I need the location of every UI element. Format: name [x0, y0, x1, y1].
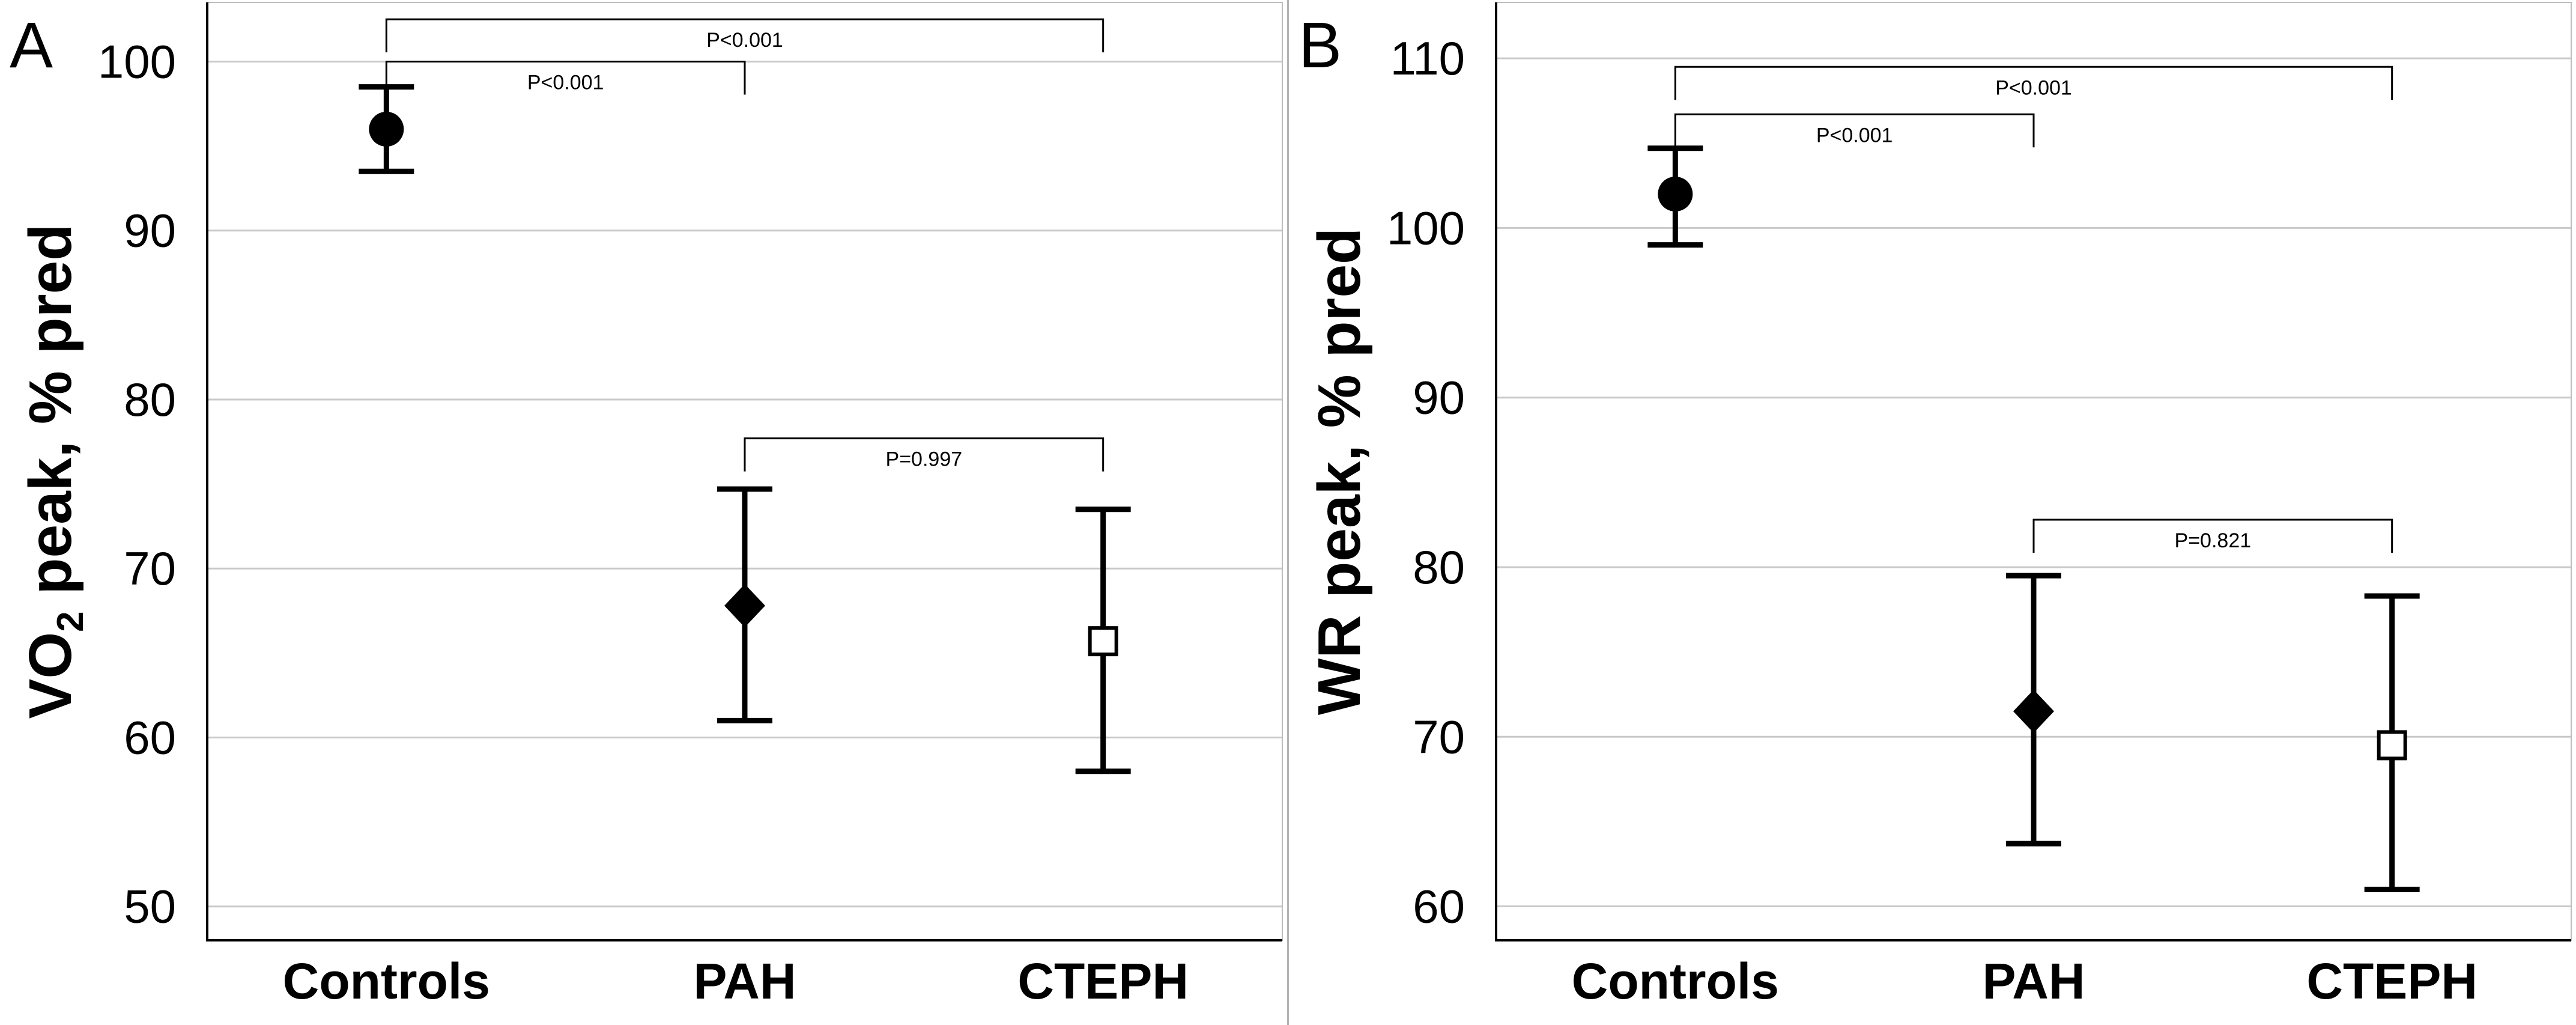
panel-b: 60 70 80 90 100 110 P<0.001 P<0.001 P=0.821 Contr… [1289, 0, 2576, 1025]
y-tick-label: 60 [124, 711, 176, 764]
significance-bracket [385, 18, 1105, 53]
y-tick-label: 90 [1413, 371, 1465, 424]
p-value-label: P<0.001 [1995, 76, 2072, 99]
data-point-cteph [2364, 593, 2420, 892]
category-label: PAH [1982, 953, 2085, 1009]
data-point-pah [717, 486, 772, 723]
significance-bracket [1674, 65, 2393, 100]
marker-filled-diamond [2013, 689, 2054, 733]
marker-open-square [2377, 730, 2407, 761]
data-point-cteph [1075, 506, 1131, 774]
panel-divider [1287, 0, 1289, 1025]
y-tick-label: 80 [1413, 541, 1465, 594]
significance-bracket [744, 437, 1105, 472]
y-tick-label: 100 [1387, 201, 1465, 254]
p-value-label: P=0.821 [2175, 529, 2252, 552]
p-value-label: P<0.001 [1816, 124, 1893, 147]
y-tick-label: 70 [124, 542, 176, 595]
marker-open-square [1088, 626, 1118, 657]
marker-filled-circle [1658, 176, 1693, 211]
y-axis-title-subscript: 2 [50, 611, 91, 631]
significance-bracket [2032, 519, 2393, 553]
significance-bracket [385, 60, 746, 95]
y-axis-title: VO2 peak, % pred [17, 224, 91, 719]
panel-label: B [1299, 8, 1342, 81]
category-label: CTEPH [2306, 953, 2478, 1009]
panel-a: 50 60 70 80 90 100 P<0.001 P<0.001 P=0.997 Contro… [0, 0, 1287, 1025]
y-tick-label: 60 [1413, 880, 1465, 933]
data-point-pah [2006, 573, 2061, 847]
category-label: Controls [1572, 953, 1779, 1009]
y-tick-label: 80 [124, 373, 176, 426]
panel-label: A [10, 8, 53, 81]
y-tick-label: 110 [1390, 32, 1465, 85]
p-value-label: P<0.001 [706, 29, 783, 52]
category-label: PAH [693, 953, 796, 1009]
y-tick-label: 90 [124, 204, 176, 257]
marker-filled-circle [369, 111, 404, 147]
category-label: Controls [283, 953, 490, 1009]
panel-b-chart: 60 70 80 90 100 110 P<0.001 P<0.001 P=0.821 Contr… [1299, 2, 2572, 1009]
y-axis-title: WR peak, % pred [1306, 228, 1373, 715]
marker-filled-diamond [724, 584, 765, 628]
y-tick-label: 100 [98, 35, 176, 88]
y-tick-label: 50 [124, 880, 176, 933]
p-value-label: P<0.001 [527, 71, 604, 94]
category-label: CTEPH [1017, 953, 1189, 1009]
data-point-controls [1647, 145, 1703, 248]
p-value-label: P=0.997 [886, 448, 963, 471]
panel-a-chart: 50 60 70 80 90 100 P<0.001 P<0.001 P=0.997 Contro… [10, 2, 1283, 1009]
y-tick-label: 70 [1413, 710, 1465, 763]
significance-bracket [1674, 113, 2035, 148]
